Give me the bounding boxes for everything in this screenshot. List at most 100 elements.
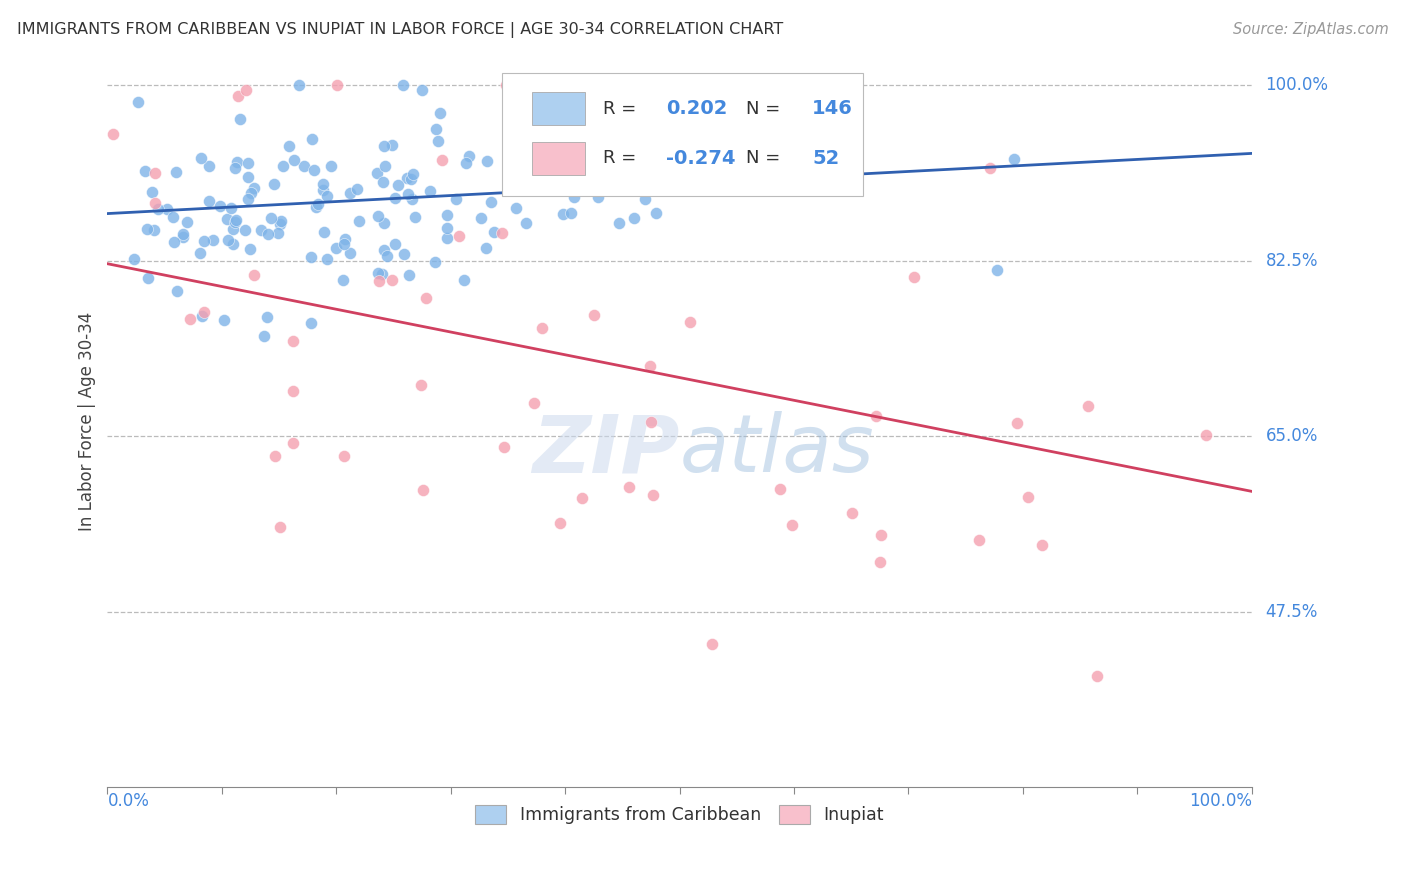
Point [366, 166, 388, 180]
Point [679, 314, 702, 328]
Point [1002, 152, 1025, 166]
Point [136, 271, 159, 285]
Point [661, 149, 683, 163]
Point [630, 95, 652, 110]
Point [458, 148, 481, 162]
Point [225, 212, 247, 227]
Point [253, 329, 276, 343]
Point [377, 249, 399, 263]
Point [312, 225, 335, 239]
Point [588, 190, 610, 204]
Point [349, 214, 371, 228]
Point [607, 216, 630, 230]
Point [645, 206, 668, 220]
Point [470, 211, 492, 225]
Point [869, 555, 891, 569]
Point [305, 200, 328, 214]
Text: -0.274: -0.274 [666, 149, 735, 168]
Point [841, 506, 863, 520]
Point [436, 208, 458, 222]
Point [1077, 399, 1099, 413]
Point [643, 488, 665, 502]
Point [299, 316, 322, 330]
Point [235, 83, 257, 97]
Point [1085, 669, 1108, 683]
Point [595, 171, 617, 186]
Point [1195, 427, 1218, 442]
Point [505, 201, 527, 215]
Point [302, 163, 325, 178]
Y-axis label: In Labor Force | Age 30-34: In Labor Force | Age 30-34 [79, 311, 96, 531]
Point [554, 150, 576, 164]
Point [531, 184, 554, 198]
Point [523, 396, 546, 410]
Point [135, 221, 157, 235]
Point [165, 165, 187, 179]
Point [172, 227, 194, 242]
Point [224, 215, 246, 229]
Point [179, 311, 201, 326]
Point [979, 161, 1001, 176]
Point [260, 211, 283, 225]
Point [588, 164, 610, 178]
Point [367, 209, 389, 223]
Point [571, 491, 593, 505]
Point [162, 210, 184, 224]
Point [491, 226, 513, 240]
Point [271, 159, 294, 173]
Point [769, 482, 792, 496]
Text: 0.202: 0.202 [666, 99, 727, 118]
Point [190, 151, 212, 165]
Point [193, 235, 215, 249]
Point [495, 78, 517, 93]
Point [520, 182, 543, 196]
Point [425, 121, 447, 136]
Point [456, 156, 478, 170]
Point [299, 250, 322, 264]
Point [312, 177, 335, 191]
Point [316, 189, 339, 203]
Point [870, 528, 893, 542]
Point [243, 268, 266, 282]
Point [411, 378, 433, 392]
Point [122, 252, 145, 266]
Point [436, 231, 458, 245]
Point [381, 273, 404, 287]
Point [301, 132, 323, 146]
Point [103, 127, 125, 141]
Text: R =: R = [603, 100, 643, 118]
Point [243, 180, 266, 194]
Point [208, 199, 231, 213]
Point [283, 334, 305, 349]
Point [568, 146, 591, 161]
Point [427, 134, 450, 148]
Point [700, 637, 723, 651]
Point [387, 178, 409, 192]
Point [283, 153, 305, 168]
Point [250, 223, 273, 237]
Point [381, 137, 404, 152]
Point [240, 186, 263, 201]
Point [589, 103, 612, 117]
Point [583, 308, 606, 322]
Point [551, 207, 574, 221]
Legend: Immigrants from Caribbean, Inupiat: Immigrants from Caribbean, Inupiat [468, 798, 891, 831]
Text: 100.0%: 100.0% [1265, 76, 1329, 95]
Point [444, 192, 467, 206]
Point [141, 185, 163, 199]
Point [430, 153, 453, 168]
Point [543, 149, 565, 163]
Point [217, 233, 239, 247]
Point [492, 440, 515, 454]
Point [281, 384, 304, 399]
Point [335, 232, 357, 246]
Point [367, 266, 389, 280]
Point [475, 154, 498, 169]
Point [903, 270, 925, 285]
Point [371, 175, 394, 189]
Point [283, 435, 305, 450]
Point [312, 183, 335, 197]
Point [263, 177, 285, 191]
Point [264, 449, 287, 463]
Point [287, 78, 309, 93]
